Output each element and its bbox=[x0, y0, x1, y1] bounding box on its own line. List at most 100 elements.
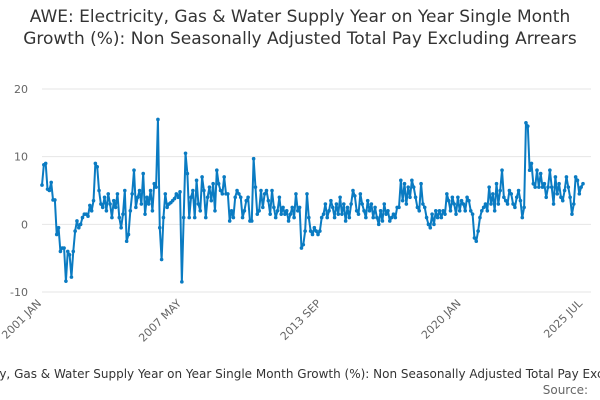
data-point bbox=[360, 202, 364, 206]
data-point bbox=[272, 205, 276, 210]
data-point bbox=[312, 225, 317, 230]
data-point bbox=[542, 181, 547, 186]
data-point bbox=[478, 215, 482, 220]
data-point bbox=[509, 192, 514, 196]
data-point bbox=[100, 205, 105, 210]
data-point bbox=[338, 195, 342, 200]
data-point bbox=[575, 178, 580, 183]
data-point bbox=[215, 168, 219, 172]
data-point bbox=[266, 198, 271, 203]
data-point bbox=[270, 188, 274, 193]
data-point bbox=[402, 181, 407, 186]
data-point bbox=[244, 198, 249, 203]
data-point bbox=[233, 195, 238, 200]
data-point bbox=[579, 185, 583, 189]
x-tick-label: 2007 MAY bbox=[136, 297, 184, 345]
data-point bbox=[273, 215, 278, 220]
data-point bbox=[154, 185, 158, 189]
data-point bbox=[329, 198, 333, 203]
data-point bbox=[237, 192, 241, 196]
data-point bbox=[334, 202, 339, 206]
data-point bbox=[227, 219, 232, 223]
data-point bbox=[435, 215, 440, 220]
data-point bbox=[290, 205, 295, 210]
data-point bbox=[457, 209, 462, 213]
data-point bbox=[249, 219, 254, 223]
data-point bbox=[308, 229, 313, 233]
data-point bbox=[463, 209, 468, 213]
data-point bbox=[461, 202, 466, 206]
data-point bbox=[253, 185, 258, 189]
data-point bbox=[419, 181, 423, 186]
data-point bbox=[277, 195, 282, 200]
data-point bbox=[54, 232, 59, 237]
data-point bbox=[513, 205, 517, 210]
data-point bbox=[113, 205, 118, 210]
data-point bbox=[492, 209, 497, 213]
data-point bbox=[527, 168, 532, 172]
data-point bbox=[446, 198, 451, 203]
data-point bbox=[69, 275, 74, 279]
data-point bbox=[111, 198, 116, 203]
data-point bbox=[481, 205, 486, 210]
data-point bbox=[145, 195, 149, 200]
data-point bbox=[568, 195, 572, 200]
data-point bbox=[146, 202, 151, 206]
data-point bbox=[93, 161, 98, 166]
x-tick-label: 2020 JAN bbox=[419, 297, 464, 342]
data-point bbox=[294, 192, 298, 196]
data-point bbox=[264, 188, 269, 193]
data-point bbox=[540, 185, 545, 189]
data-point bbox=[110, 215, 114, 220]
data-point bbox=[378, 209, 383, 213]
data-point bbox=[432, 222, 436, 227]
data-point bbox=[262, 192, 267, 196]
data-point bbox=[58, 249, 63, 254]
data-point bbox=[238, 195, 243, 200]
data-point bbox=[275, 209, 280, 213]
data-point bbox=[516, 188, 521, 193]
data-point bbox=[319, 215, 324, 220]
data-point bbox=[549, 185, 554, 189]
data-point bbox=[286, 219, 291, 223]
data-point bbox=[564, 175, 569, 179]
data-point bbox=[375, 215, 379, 220]
data-point bbox=[115, 192, 120, 196]
data-point bbox=[573, 175, 578, 179]
data-point bbox=[349, 202, 353, 206]
data-point bbox=[577, 192, 582, 196]
data-point bbox=[380, 219, 385, 223]
series-line bbox=[41, 118, 584, 283]
data-point bbox=[496, 202, 501, 206]
data-point bbox=[474, 239, 479, 244]
data-point bbox=[468, 209, 473, 213]
data-point bbox=[557, 181, 561, 186]
data-point bbox=[321, 212, 326, 216]
data-point bbox=[353, 194, 357, 198]
data-point bbox=[117, 215, 122, 220]
data-point bbox=[437, 209, 442, 213]
data-point bbox=[183, 151, 188, 156]
data-point bbox=[472, 236, 477, 240]
data-point bbox=[283, 212, 287, 216]
data-point bbox=[371, 215, 376, 220]
data-point bbox=[341, 202, 346, 206]
data-point bbox=[261, 205, 265, 210]
data-point bbox=[163, 192, 168, 196]
data-point bbox=[502, 195, 506, 200]
data-point bbox=[211, 181, 215, 186]
data-point bbox=[251, 156, 256, 161]
data-point bbox=[295, 209, 300, 213]
data-point bbox=[365, 198, 370, 203]
data-point bbox=[104, 209, 109, 213]
data-point bbox=[88, 203, 92, 208]
data-point bbox=[268, 212, 272, 216]
data-point bbox=[119, 225, 123, 230]
data-point bbox=[95, 165, 100, 169]
data-point bbox=[255, 212, 260, 216]
data-point bbox=[102, 195, 107, 200]
data-point bbox=[467, 198, 471, 203]
data-point bbox=[443, 212, 447, 216]
legend-label: AWE: Electricity, Gas & Water Supply Yea… bbox=[0, 367, 600, 381]
data-point bbox=[47, 188, 52, 193]
